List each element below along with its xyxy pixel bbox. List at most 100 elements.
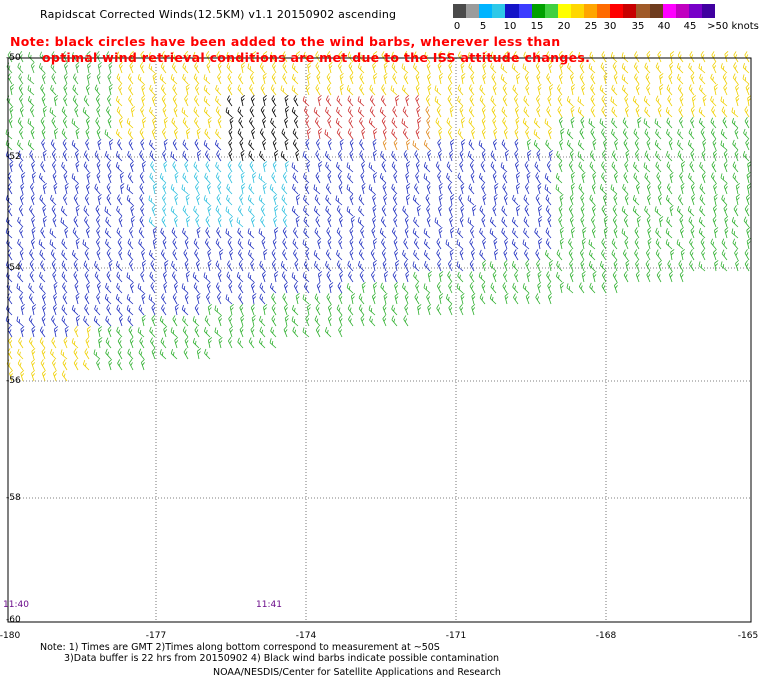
wind-barb xyxy=(372,204,377,217)
wind-barb xyxy=(512,282,519,294)
wind-barb xyxy=(445,239,453,250)
ISS-attitude-note-line-1: Note: black circles have been added to t… xyxy=(10,34,561,49)
wind-barb xyxy=(721,194,728,206)
wind-barb xyxy=(173,105,178,118)
wind-barb xyxy=(38,239,46,250)
wind-barb xyxy=(141,248,146,261)
wind-barb xyxy=(40,117,46,129)
wind-barb xyxy=(548,61,553,74)
wind-barb xyxy=(646,215,651,228)
wind-barb xyxy=(423,249,431,261)
wind-barb xyxy=(139,62,145,74)
wind-barb xyxy=(414,293,420,305)
wind-barb xyxy=(339,84,344,96)
wind-barb xyxy=(40,227,46,239)
wind-barb xyxy=(293,95,299,107)
wind-barb xyxy=(735,194,740,206)
wind-barb xyxy=(73,271,79,283)
wind-barb xyxy=(6,359,13,371)
wind-barb xyxy=(368,305,376,316)
legend-color-swatch xyxy=(466,4,480,18)
wind-barb xyxy=(50,194,57,206)
wind-barb xyxy=(19,128,24,140)
wind-barb xyxy=(665,228,673,239)
wind-barb xyxy=(259,260,266,272)
wind-barb xyxy=(207,260,212,272)
wind-barb xyxy=(127,128,134,140)
wind-barb xyxy=(336,128,343,140)
wind-barb xyxy=(141,83,146,96)
wind-barb xyxy=(204,128,211,140)
wind-barb xyxy=(82,107,90,118)
wind-barb xyxy=(599,184,607,195)
wind-barb xyxy=(64,183,69,195)
wind-barb xyxy=(548,127,552,140)
wind-barb xyxy=(516,205,521,217)
wind-barb xyxy=(50,139,57,151)
wind-barb xyxy=(258,228,266,239)
wind-barb xyxy=(547,215,552,228)
wind-barb xyxy=(469,271,475,283)
wind-barb xyxy=(271,293,277,305)
wind-barb xyxy=(170,74,178,85)
wind-barb xyxy=(732,172,739,184)
wind-barb xyxy=(568,249,574,261)
wind-barb xyxy=(635,83,640,96)
wind-barb xyxy=(262,95,267,107)
legend-label-0: 0 xyxy=(453,21,461,32)
wind-barb xyxy=(17,359,24,371)
wind-barb xyxy=(538,216,543,228)
wind-barb xyxy=(734,127,739,140)
legend-label-10: 10 xyxy=(503,21,517,32)
wind-barb xyxy=(38,172,46,184)
wind-barb xyxy=(401,84,409,96)
wind-barb xyxy=(547,94,552,107)
wind-barb xyxy=(63,83,68,96)
wind-barb xyxy=(71,173,79,184)
wind-barb xyxy=(439,271,444,283)
wind-barb xyxy=(161,293,167,305)
wind-barb xyxy=(437,138,442,151)
wind-barb xyxy=(61,304,68,316)
wind-barb xyxy=(369,106,376,118)
wind-barb xyxy=(149,172,156,184)
wind-barb xyxy=(449,106,454,118)
wind-barb xyxy=(53,282,58,294)
wind-barb xyxy=(512,84,519,96)
wind-barb xyxy=(218,337,223,349)
wind-barb xyxy=(163,160,168,173)
wind-barb xyxy=(361,160,366,173)
wind-barb xyxy=(336,249,343,261)
wind-barb xyxy=(172,161,178,173)
wind-barb xyxy=(60,217,68,228)
wind-barb xyxy=(129,61,134,74)
wind-barb xyxy=(349,248,354,261)
wind-barb xyxy=(174,281,178,294)
wind-barb xyxy=(203,140,211,151)
wind-barb xyxy=(238,293,244,305)
wind-barb xyxy=(217,270,222,283)
wind-barb xyxy=(713,194,718,206)
wind-barb xyxy=(6,293,13,305)
wind-barb xyxy=(227,73,233,85)
wind-barb xyxy=(302,327,310,338)
wind-barb xyxy=(490,95,497,107)
wind-barb xyxy=(559,138,564,151)
wind-barb xyxy=(357,106,365,118)
wind-barb xyxy=(96,105,101,118)
wind-barb xyxy=(525,83,530,96)
wind-barb xyxy=(733,62,739,74)
wind-barb xyxy=(63,336,68,349)
wind-barb xyxy=(84,216,90,228)
wind-barb xyxy=(130,204,135,217)
wind-barb xyxy=(229,248,234,261)
wind-barb xyxy=(723,149,728,162)
wind-barb xyxy=(96,359,101,371)
wind-barb xyxy=(62,117,68,129)
wind-barb xyxy=(94,183,101,195)
wind-barb xyxy=(19,193,24,206)
wind-barb xyxy=(578,183,585,195)
footer-note-1: Note: 1) Times are GMT 2)Times along bot… xyxy=(40,642,440,653)
wind-barb xyxy=(228,281,233,294)
wind-barb xyxy=(358,238,365,250)
